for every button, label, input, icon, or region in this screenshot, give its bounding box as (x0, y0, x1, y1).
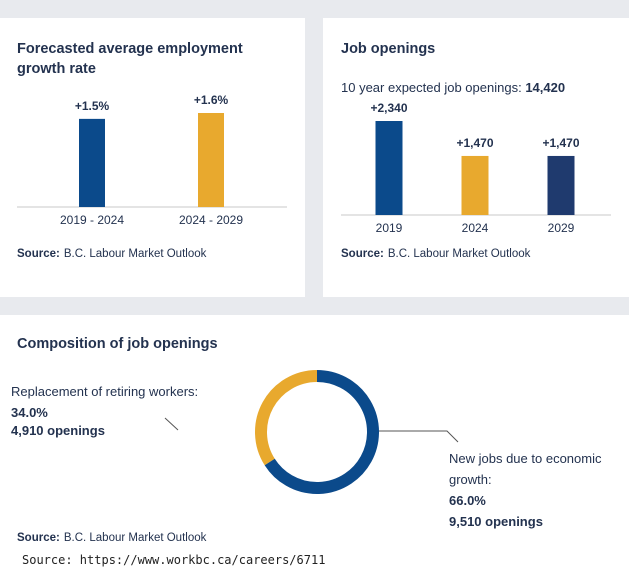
slice-openings: 9,510 openings (449, 514, 543, 529)
bar (79, 118, 105, 207)
value-label: +1.5% (75, 99, 110, 113)
chart-title: Job openings (341, 41, 436, 57)
slice-name: Replacement of retiring workers: (11, 384, 199, 399)
source-text: B.C. Labour Market Outlook (63, 532, 207, 544)
source-note: Source: B.C. Labour Market Outlook (341, 245, 530, 263)
panel (0, 315, 629, 582)
leader-line (378, 430, 459, 443)
x-tick-label: 2024 (462, 221, 489, 235)
source-label: Source: (17, 532, 60, 544)
value-label: +1,470 (542, 136, 579, 150)
source-note: Source: B.C. Labour Market Outlook (17, 529, 206, 547)
footer-source: Source: https://www.workbc.ca/careers/67… (22, 553, 326, 567)
value-label: +1.6% (194, 93, 229, 107)
x-tick-label: 2019 - 2024 (60, 213, 124, 227)
x-tick-label: 2019 (376, 221, 403, 235)
value-label: +2,340 (370, 101, 407, 115)
source-text: B.C. Labour Market Outlook (63, 248, 207, 260)
subtitle: 10 year expected job openings: 14,420 (341, 79, 565, 97)
donut-slice (255, 370, 318, 466)
source-text: B.C. Labour Market Outlook (387, 248, 531, 260)
x-tick-label: 2024 - 2029 (179, 213, 243, 227)
bar (461, 155, 489, 215)
source-label: Source: (17, 248, 60, 260)
slice-percent: 34.0% (11, 405, 48, 420)
source-note: Source: B.C. Labour Market Outlook (17, 245, 206, 263)
bar (375, 121, 403, 215)
chart-title: Forecasted average employment growth rat… (17, 41, 243, 77)
chart-title: Composition of job openings (17, 336, 218, 352)
total-label: 14,420 (525, 80, 566, 95)
bar (547, 155, 575, 215)
value-label: +1,470 (456, 136, 493, 150)
x-tick-label: 2029 (548, 221, 575, 235)
bar (198, 113, 224, 207)
subtitle-text: 10 year expected job openings: (341, 80, 522, 95)
panel (0, 18, 305, 297)
source-label: Source: (341, 248, 384, 260)
slice-name: New jobs due to economic growth: (449, 451, 602, 487)
leader-line (164, 417, 179, 431)
slice-label: Replacement of retiring workers: 34.0% 4… (11, 383, 221, 440)
slice-percent: 66.0% (449, 493, 486, 508)
donut-slice (264, 370, 379, 494)
slice-openings: 4,910 openings (11, 423, 105, 438)
slice-label: New jobs due to economic growth: 66.0% 9… (449, 448, 619, 532)
